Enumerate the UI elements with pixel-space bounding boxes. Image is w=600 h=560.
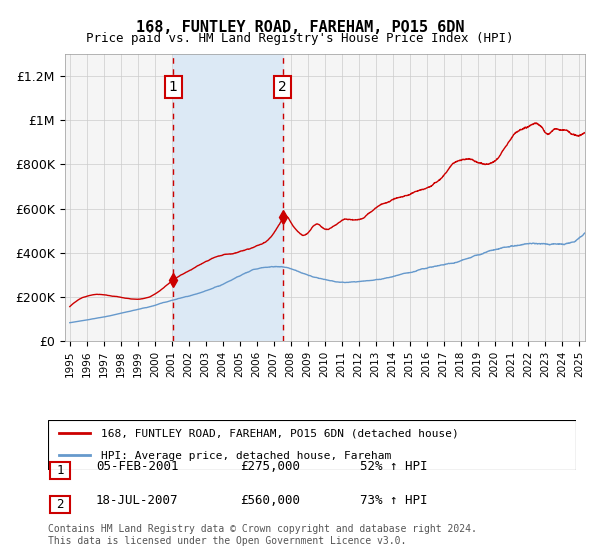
Text: HPI: Average price, detached house, Fareham: HPI: Average price, detached house, Fare… [101,451,391,461]
Text: £275,000: £275,000 [240,460,300,473]
Text: 05-FEB-2001: 05-FEB-2001 [96,460,179,473]
Text: 52% ↑ HPI: 52% ↑ HPI [360,460,427,473]
Text: 1: 1 [56,464,64,477]
Text: 2: 2 [56,498,64,511]
Text: 1: 1 [169,80,178,94]
Text: 168, FUNTLEY ROAD, FAREHAM, PO15 6DN (detached house): 168, FUNTLEY ROAD, FAREHAM, PO15 6DN (de… [101,428,458,438]
Bar [50,496,70,514]
Text: 168, FUNTLEY ROAD, FAREHAM, PO15 6DN: 168, FUNTLEY ROAD, FAREHAM, PO15 6DN [136,20,464,35]
Text: 2: 2 [278,80,287,94]
Bar [50,462,70,479]
Text: Contains HM Land Registry data © Crown copyright and database right 2024.
This d: Contains HM Land Registry data © Crown c… [48,524,477,546]
Text: 18-JUL-2007: 18-JUL-2007 [96,493,179,507]
Text: Price paid vs. HM Land Registry's House Price Index (HPI): Price paid vs. HM Land Registry's House … [86,32,514,45]
Text: £560,000: £560,000 [240,493,300,507]
Bar [173,54,283,341]
Text: 73% ↑ HPI: 73% ↑ HPI [360,493,427,507]
